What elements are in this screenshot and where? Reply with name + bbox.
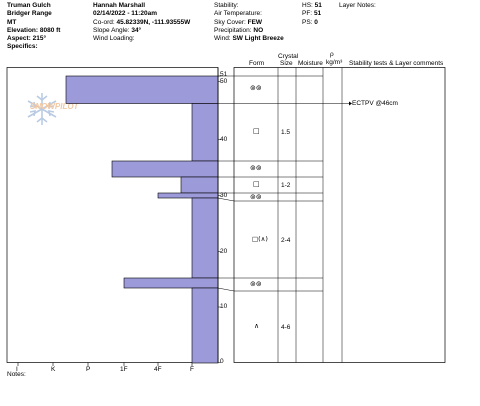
layer-notes-label: Layer Notes: — [339, 2, 376, 9]
wind-row: Wind: SW Light Breeze — [214, 35, 284, 43]
observer-block: Hannah Marshall 02/14/2022 - 11:20am Co-… — [93, 2, 190, 43]
state-name: MT — [7, 18, 17, 26]
rounding-grains-icon: ⊚⊚ — [250, 164, 262, 172]
observer-name: Hannah Marshall — [93, 2, 146, 9]
hardness-bar — [180, 176, 219, 194]
ps-row: PS: 0 — [302, 18, 318, 26]
pf-row: PF: 51 — [302, 10, 322, 18]
hs-row: HS: 51 — [302, 2, 322, 9]
column-header-form: Form — [249, 60, 265, 67]
sky-row: Sky Cover: FEW — [214, 18, 263, 26]
air-temp-label: Air Temperature: — [214, 10, 262, 18]
location-name: Truman Gulch — [7, 2, 51, 9]
column-header-rho: ρ — [330, 51, 334, 58]
specifics-label: Specifics: — [7, 43, 38, 51]
layer-connectors — [217, 75, 235, 292]
rounding-grains-icon: ⊚⊚ — [250, 193, 262, 201]
hardness-label-F: F — [190, 366, 194, 373]
depth-label-20: 20 — [220, 248, 228, 255]
depth-hoar-icon: ∧ — [254, 322, 260, 330]
layer-boundaries — [234, 75, 323, 292]
depth-axis-ticks — [218, 75, 221, 363]
rounding-grains-icon: ⊚⊚ — [250, 84, 262, 92]
test-marker-arrow — [349, 101, 352, 106]
hardness-label-1F: 1F — [120, 366, 128, 373]
stability-label: Stability: — [214, 2, 239, 9]
precip-row: Precipitation: NO — [214, 26, 264, 34]
aspect: Aspect: 215° — [7, 35, 47, 43]
range-name: Bridger Range — [7, 10, 52, 18]
faceted-crystal-icon: □ — [253, 127, 260, 135]
logo-text: SNOWPILOT — [30, 102, 80, 111]
crystal-size: 4-6 — [281, 324, 291, 331]
coord-row: Co-ord: 45.82339N, -111.93555W — [93, 18, 191, 26]
layer-table-frame — [233, 67, 446, 363]
depth-label-10: 10 — [220, 303, 228, 310]
hardness-axis-ticks — [17, 362, 193, 366]
stability-test-comment: ECTPV @46cm — [352, 100, 398, 107]
depth-label-51: 51 — [220, 71, 228, 78]
faceted-crystal-icon: □ — [253, 180, 260, 188]
hardness-label-P: P — [86, 366, 91, 373]
elevation: Elevation: 8080 ft — [7, 26, 61, 34]
faceted-depth-hoar-icon: □(∧) — [252, 235, 268, 243]
coord-value: 45.82339N, -111.93555W — [116, 18, 191, 26]
slope-value: 34° — [131, 26, 142, 34]
slope-row: Slope Angle: 34° — [93, 26, 142, 34]
column-header-tests: Stability tests & Layer comments — [349, 60, 444, 67]
depth-label-40: 40 — [220, 136, 228, 143]
hardness-bars — [65, 75, 219, 364]
crystal-size: 1.5 — [281, 129, 291, 136]
notes-label: Notes: — [7, 371, 26, 378]
conditions-block: Stability: Air Temperature: Sky Cover: F… — [214, 2, 284, 43]
hardness-label-4F: 4F — [154, 366, 162, 373]
hardness-bar — [191, 103, 219, 162]
column-header-moisture: Moisture — [298, 60, 323, 67]
column-header-density-unit: kg/m³ — [326, 59, 343, 66]
depth-label-30: 30 — [220, 192, 228, 199]
hardness-bar — [191, 197, 219, 279]
location-block: Truman Gulch Bridger Range MT Elevation:… — [7, 2, 60, 52]
hardness-label-K: K — [51, 366, 56, 373]
observation-date: 02/14/2022 - 11:20am — [93, 10, 157, 18]
hardness-bar — [191, 287, 219, 364]
depth-label-0: 0 — [220, 358, 224, 365]
depth-label-50: 50 — [220, 78, 228, 85]
snow-depth-block: HS: 51 PF: 51 PS: 0 — [302, 2, 322, 27]
crystal-size: 2-4 — [281, 237, 291, 244]
hardness-label-I: I — [16, 366, 18, 373]
rounding-grains-icon: ⊚⊚ — [250, 280, 262, 288]
hardness-bar — [65, 75, 219, 104]
column-header-size: Size — [280, 60, 293, 67]
wind-loading-label: Wind Loading: — [93, 35, 135, 43]
layer-table-columns — [277, 67, 343, 363]
column-header-crystal: Crystal — [278, 53, 299, 60]
hardness-bar — [123, 277, 219, 289]
hardness-bar — [111, 160, 219, 178]
snowflake-logo — [27, 93, 57, 125]
crystal-size: 1-2 — [281, 182, 291, 189]
hardness-bar — [157, 192, 219, 199]
